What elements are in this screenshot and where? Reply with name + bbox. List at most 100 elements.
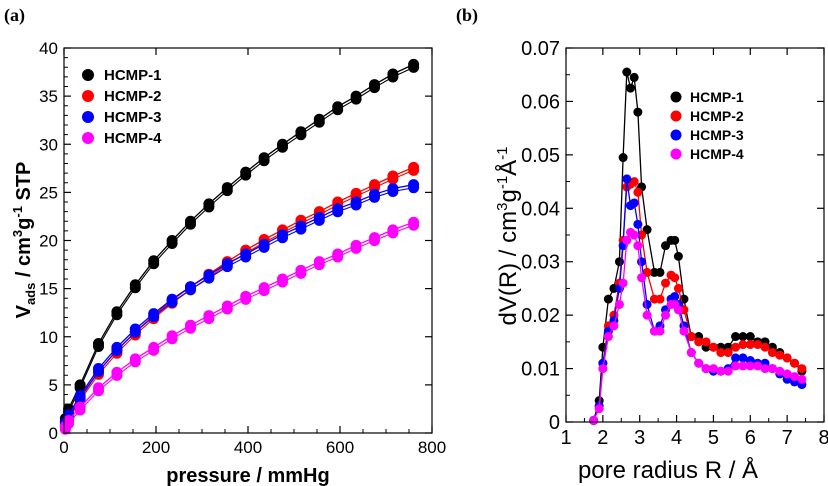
b-point-hcmp-2 bbox=[775, 350, 785, 360]
a-ytick-label: 40 bbox=[39, 39, 58, 58]
b-point-hcmp-4 bbox=[790, 372, 800, 382]
b-point-hcmp-4 bbox=[622, 235, 632, 245]
b-point-hcmp-4 bbox=[760, 364, 770, 374]
b-point-hcmp-1 bbox=[603, 294, 613, 304]
b-point-hcmp-1 bbox=[642, 225, 652, 235]
b-point-hcmp-4 bbox=[589, 415, 599, 425]
ylabel-a-main: V bbox=[13, 304, 35, 318]
a-point-hcmp-4 bbox=[240, 293, 252, 305]
ylabel-b-g: g bbox=[495, 189, 522, 202]
b-point-hcmp-1 bbox=[738, 332, 748, 342]
a-legend-label-hcmp-2: HCMP-2 bbox=[104, 88, 162, 105]
a-point-hcmp-3 bbox=[93, 366, 104, 378]
a-point-hcmp-1 bbox=[369, 82, 380, 94]
b-series-line-hcmp-4 bbox=[593, 231, 803, 421]
a-point-hcmp-4 bbox=[387, 227, 399, 239]
ylabel-a-sup2: -1 bbox=[10, 206, 25, 218]
panel-a-label: (a) bbox=[4, 5, 25, 26]
b-ytick-label: 0.05 bbox=[521, 145, 560, 167]
b-point-hcmp-3 bbox=[642, 299, 652, 309]
b-xtick-label: 3 bbox=[634, 427, 645, 449]
b-point-hcmp-4 bbox=[738, 361, 748, 371]
a-point-hcmp-1 bbox=[313, 116, 325, 128]
a-point-hcmp-4 bbox=[63, 417, 75, 429]
a-ytick-label: 5 bbox=[49, 376, 58, 395]
b-point-hcmp-1 bbox=[633, 107, 643, 117]
chart-b-frame bbox=[565, 47, 825, 423]
a-point-hcmp-1 bbox=[93, 340, 104, 352]
a-point-hcmp-3 bbox=[369, 191, 380, 203]
b-point-hcmp-2 bbox=[753, 340, 763, 350]
chart-a-xlabel: pressure / mmHg bbox=[166, 465, 329, 486]
a-point-hcmp-4 bbox=[129, 356, 141, 368]
a-point-hcmp-4 bbox=[185, 322, 196, 334]
b-xtick-label: 5 bbox=[708, 427, 719, 449]
b-point-hcmp-2 bbox=[694, 337, 704, 347]
b-point-hcmp-2 bbox=[745, 340, 755, 350]
b-point-hcmp-4 bbox=[745, 361, 755, 371]
b-point-hcmp-4 bbox=[708, 364, 718, 374]
b-point-hcmp-3 bbox=[731, 353, 741, 363]
b-point-hcmp-4 bbox=[782, 369, 792, 379]
ylabel-a-g: g bbox=[13, 218, 35, 230]
a-point-hcmp-1 bbox=[148, 258, 160, 270]
b-point-hcmp-2 bbox=[723, 348, 733, 358]
ylabel-b-sup2: -1 bbox=[494, 176, 511, 189]
b-point-hcmp-1 bbox=[622, 67, 632, 77]
b-point-hcmp-2 bbox=[673, 283, 683, 293]
b-point-hcmp-2 bbox=[797, 364, 807, 374]
a-point-hcmp-3 bbox=[387, 186, 399, 198]
b-xtick-label: 7 bbox=[782, 427, 793, 449]
chart-b-legend: HCMP-1 HCMP-2 HCMP-3 HCMP-4 bbox=[670, 89, 744, 162]
a-point-hcmp-3 bbox=[313, 214, 325, 226]
b-point-hcmp-1 bbox=[655, 267, 665, 277]
b-point-hcmp-4 bbox=[797, 374, 807, 384]
a-point-hcmp-4 bbox=[350, 242, 362, 254]
a-point-hcmp-3 bbox=[277, 232, 288, 244]
a-series-line2-hcmp-4 bbox=[64, 224, 414, 430]
b-xtick-label: 4 bbox=[671, 427, 682, 449]
b-point-hcmp-4 bbox=[716, 366, 726, 376]
b-point-hcmp-3 bbox=[629, 198, 639, 208]
a-point-hcmp-3 bbox=[295, 223, 307, 235]
chart-b-xlabel: pore radius R / Å bbox=[578, 456, 758, 484]
a-point-hcmp-4 bbox=[203, 313, 215, 325]
a-point-hcmp-1 bbox=[129, 282, 141, 294]
a-ytick-label: 10 bbox=[39, 328, 58, 347]
b-point-hcmp-2 bbox=[686, 332, 696, 342]
b-ytick-label: 0.06 bbox=[521, 91, 560, 113]
a-point-hcmp-1 bbox=[221, 185, 233, 197]
a-point-hcmp-1 bbox=[166, 238, 178, 249]
b-point-hcmp-2 bbox=[790, 358, 800, 368]
b-xtick-label: 8 bbox=[818, 427, 828, 449]
a-point-hcmp-1 bbox=[387, 71, 399, 83]
b-point-hcmp-4 bbox=[731, 361, 741, 371]
b-point-hcmp-4 bbox=[701, 364, 711, 374]
b-xtick-label: 2 bbox=[597, 427, 608, 449]
chart-a-ylabel: Vads / cm3g-1 STP bbox=[10, 162, 38, 319]
a-point-hcmp-4 bbox=[74, 404, 86, 416]
a-series-line-hcmp-4 bbox=[64, 221, 414, 427]
a-point-hcmp-1 bbox=[111, 309, 123, 321]
b-point-hcmp-3 bbox=[670, 291, 680, 301]
b-legend-label-hcmp-2: HCMP-2 bbox=[690, 108, 744, 124]
b-point-hcmp-4 bbox=[753, 361, 763, 371]
b-point-hcmp-3 bbox=[738, 353, 748, 363]
a-xtick-label: 0 bbox=[59, 438, 68, 457]
b-point-hcmp-2 bbox=[670, 273, 680, 283]
ylabel-b-main: dV(R) / cm bbox=[495, 211, 522, 326]
a-legend-label-hcmp-1: HCMP-1 bbox=[104, 67, 162, 84]
a-series-line-hcmp-3 bbox=[64, 184, 414, 423]
a-point-hcmp-2 bbox=[387, 173, 399, 185]
a-point-hcmp-1 bbox=[295, 129, 307, 141]
a-point-hcmp-3 bbox=[129, 326, 141, 338]
b-ytick-label: 0 bbox=[549, 412, 560, 434]
b-legend-marker-hcmp-3 bbox=[670, 129, 682, 141]
b-point-hcmp-2 bbox=[629, 177, 639, 187]
chart-a-legend: HCMP-1 HCMP-2 HCMP-3 HCMP-4 bbox=[82, 67, 162, 147]
b-point-hcmp-2 bbox=[731, 342, 741, 352]
chart-a: 0 200 400 600 800 0 5 10 15 20 25 30 35 40 pressure /… bbox=[10, 39, 446, 486]
a-point-hcmp-1 bbox=[277, 141, 288, 153]
a-point-hcmp-4 bbox=[221, 303, 233, 315]
